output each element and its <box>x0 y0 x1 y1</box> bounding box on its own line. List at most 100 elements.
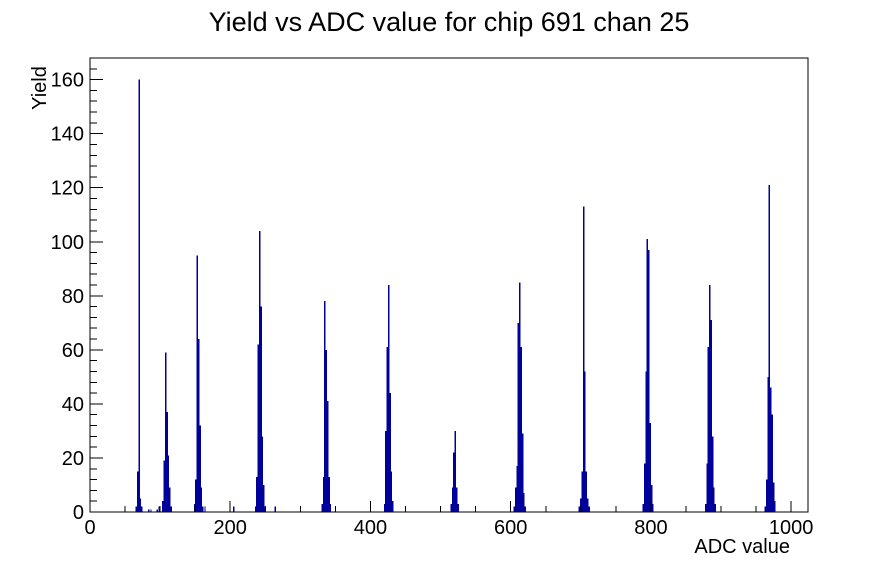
histogram-bin <box>706 463 708 512</box>
histogram-bars <box>135 79 776 513</box>
histogram-bin <box>704 503 707 512</box>
histogram-bin <box>386 347 388 512</box>
histogram-bin <box>138 79 140 513</box>
histogram-bin <box>714 503 717 512</box>
histogram-bin <box>707 347 710 512</box>
histogram-bin <box>321 503 323 512</box>
x-tick-label: 0 <box>84 517 95 539</box>
histogram-bin <box>158 506 161 512</box>
histogram-bin <box>516 466 518 512</box>
histogram-bin <box>585 471 588 512</box>
histogram-bin <box>454 430 457 512</box>
x-tick-label: 200 <box>214 517 247 539</box>
y-tick-label: 20 <box>62 448 84 470</box>
y-tick-label: 160 <box>51 70 84 92</box>
histogram-bin <box>170 506 173 512</box>
histogram-bin <box>135 506 137 512</box>
histogram-bin <box>711 436 714 512</box>
histogram-bin <box>263 484 265 512</box>
histogram-bin <box>274 506 276 512</box>
x-axis-title: ADC value <box>694 536 790 558</box>
histogram-bin <box>390 471 393 512</box>
histogram-bin <box>199 425 201 512</box>
histogram-bin <box>774 501 776 512</box>
histogram-bin <box>162 501 164 512</box>
y-tick-label: 120 <box>51 178 84 200</box>
y-tick-label: 140 <box>51 124 84 146</box>
histogram-bin <box>136 471 139 512</box>
histogram-bin <box>772 482 775 512</box>
histogram-bin <box>648 249 650 512</box>
histogram-bin <box>513 506 515 512</box>
histogram-bin <box>150 509 152 512</box>
histogram-bin <box>261 436 264 512</box>
histogram-bin <box>520 347 522 512</box>
histogram-bin <box>580 498 582 512</box>
histogram-bin <box>167 455 170 512</box>
histogram-bin <box>523 493 525 512</box>
histogram-bin <box>581 471 583 512</box>
x-tick-label: 400 <box>354 517 387 539</box>
histogram-bin <box>141 506 143 512</box>
histogram-bin <box>389 393 391 512</box>
histogram-bin <box>166 412 168 512</box>
histogram-bin <box>139 498 142 512</box>
histogram-bin <box>325 349 327 512</box>
histogram-bin <box>165 352 167 512</box>
histogram-bin <box>451 487 454 512</box>
histogram-bin <box>202 506 204 512</box>
histogram-bin <box>256 476 258 512</box>
histogram-bin <box>385 430 387 512</box>
y-tick-label: 80 <box>62 286 84 308</box>
x-tick-label: 600 <box>494 517 527 539</box>
histogram-bin <box>200 487 203 512</box>
histogram-bin <box>587 498 589 512</box>
histogram-bin <box>156 509 159 512</box>
histogram-bin <box>453 452 455 512</box>
histogram-bin <box>324 301 326 512</box>
histogram-bin <box>329 503 332 512</box>
histogram-bin <box>322 476 325 512</box>
histogram-bin <box>195 479 197 512</box>
histogram-bin <box>450 503 452 512</box>
histogram-bin <box>764 506 766 512</box>
chart-title: Yield vs ADC value for chip 691 chan 25 <box>209 7 690 37</box>
histogram-bin <box>643 463 646 512</box>
histogram-bin <box>383 503 386 512</box>
histogram-bin <box>578 506 581 512</box>
histogram-bin <box>709 285 711 512</box>
axis-ticks <box>89 57 792 513</box>
histogram-bin <box>770 387 772 512</box>
y-tick-label: 0 <box>73 502 84 524</box>
histogram-bin <box>767 376 769 512</box>
histogram-bin <box>193 503 196 512</box>
histogram-bin <box>642 503 644 512</box>
histogram-bin <box>148 509 150 512</box>
histogram-bin <box>258 230 261 512</box>
histogram-bin <box>457 503 459 512</box>
histogram-bin <box>650 484 653 512</box>
histogram-bin <box>328 476 330 512</box>
x-tick-label: 1000 <box>769 517 814 539</box>
histogram-bin <box>204 506 206 512</box>
histogram-bin <box>649 422 651 512</box>
histogram-bin <box>521 433 524 512</box>
histogram-bin <box>388 285 390 512</box>
histogram-bin <box>645 371 647 512</box>
histogram-bin <box>197 339 200 512</box>
y-axis-title: Yield <box>29 66 51 110</box>
histogram-bin <box>768 185 771 512</box>
histogram-bin <box>588 506 590 512</box>
histogram-bin <box>524 506 527 512</box>
histogram-bin <box>514 487 517 512</box>
histogram-bin <box>392 501 394 512</box>
histogram-bin <box>257 344 259 512</box>
histogram-bin <box>582 206 585 512</box>
histogram-bin <box>327 401 329 512</box>
histogram-bin <box>710 320 712 512</box>
histogram-bin <box>771 414 773 512</box>
histogram-bin <box>517 322 520 512</box>
histogram-bin <box>169 487 171 512</box>
histogram-bin <box>519 282 521 512</box>
